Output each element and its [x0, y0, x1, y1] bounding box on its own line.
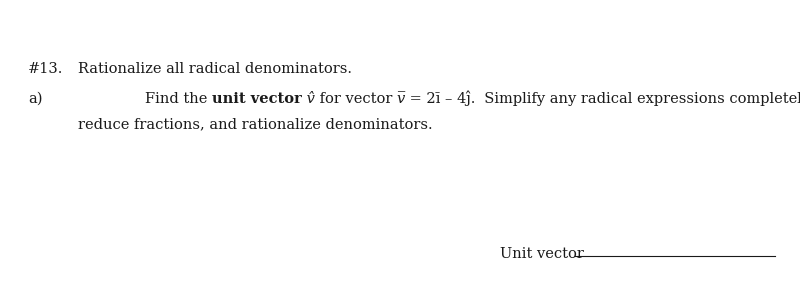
Text: a): a): [28, 92, 42, 106]
Text: Unit vector: Unit vector: [500, 247, 584, 261]
Text: v̅: v̅: [397, 92, 405, 106]
Text: = 2ī – 4ĵ.: = 2ī – 4ĵ.: [405, 90, 475, 106]
Text: #13.: #13.: [28, 62, 63, 76]
Text: reduce fractions, and rationalize denominators.: reduce fractions, and rationalize denomi…: [78, 117, 433, 131]
Text: Simplify any radical expressions completely,: Simplify any radical expressions complet…: [475, 92, 800, 106]
Text: Find the: Find the: [145, 92, 212, 106]
Text: for vector: for vector: [314, 92, 397, 106]
Text: unit vector: unit vector: [212, 92, 302, 106]
Text: v̂: v̂: [302, 92, 314, 106]
Text: Rationalize all radical denominators.: Rationalize all radical denominators.: [78, 62, 352, 76]
